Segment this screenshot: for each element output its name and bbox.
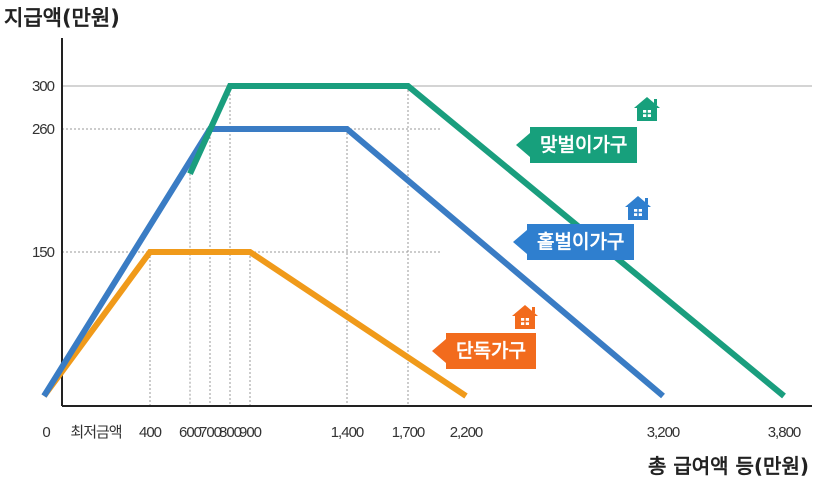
legend-label-single-person: 단독가구 [456, 340, 526, 362]
legend-pointer [432, 339, 446, 363]
y-tick-label: 300 [32, 78, 55, 95]
legend-single-income: 홑벌이가구 [513, 224, 635, 260]
house-icon [634, 97, 660, 121]
x-tick-label: 900 [239, 424, 262, 441]
x-tick-label: 400 [139, 424, 162, 441]
house-icon [625, 196, 651, 220]
x-tick-label: 2,200 [450, 424, 483, 441]
legend-pointer [516, 133, 530, 157]
x-tick-label: 1,700 [392, 424, 425, 441]
house-icon [512, 305, 538, 329]
y-tick-label: 260 [32, 121, 55, 138]
x-tick-label: 700 [199, 424, 222, 441]
x-tick-label: 1,400 [331, 424, 364, 441]
legend-dual-income: 맞벌이가구 [516, 127, 638, 163]
x-tick-label: 최저금액 [70, 424, 121, 441]
y-tick-label: 150 [32, 244, 55, 261]
x-tick-label: 3,800 [768, 424, 801, 441]
series-line [41, 126, 665, 399]
x-tick-label: 0 [42, 424, 50, 441]
x-tick-label: 800 [219, 424, 242, 441]
x-tick-label: 3,200 [647, 424, 680, 441]
legend-pointer [513, 230, 527, 254]
legend-label-dual-income: 맞벌이가구 [540, 134, 628, 156]
series-line [41, 249, 468, 399]
y-axis-title: 지급액(만원) [4, 6, 120, 30]
legend-single-person: 단독가구 [432, 333, 536, 369]
legend-label-single-income: 홑벌이가구 [537, 231, 625, 253]
x-axis-title: 총 급여액 등(만원) [647, 454, 809, 478]
x-tick-label: 600 [179, 424, 202, 441]
